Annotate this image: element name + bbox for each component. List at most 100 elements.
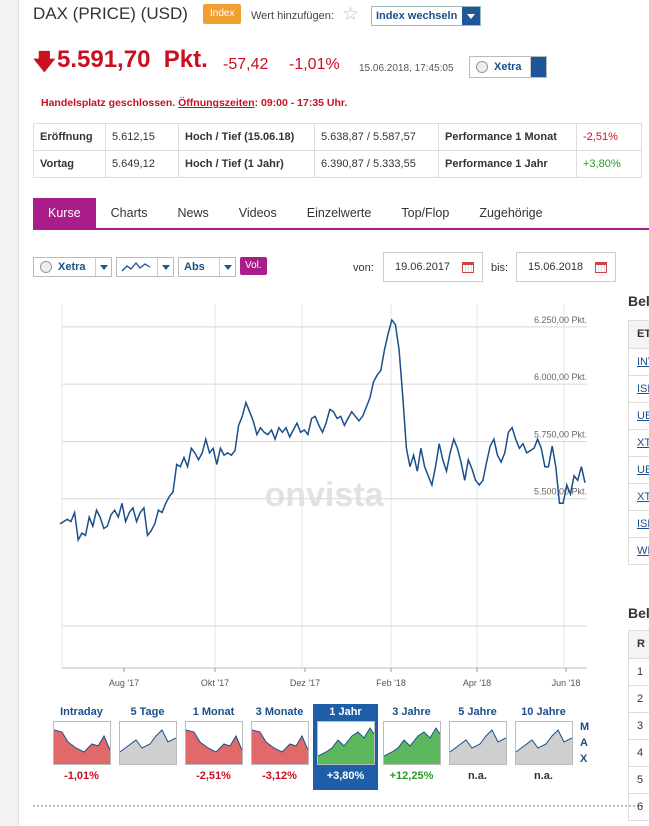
- range-thumbnail-area: [119, 730, 176, 764]
- star-icon[interactable]: ☆: [342, 4, 360, 25]
- range-thumbnail-line: [53, 729, 110, 753]
- range-button-4[interactable]: 1 Jahr +3,80%: [313, 704, 378, 790]
- range-button-7[interactable]: 10 Jahre n.a.: [511, 704, 576, 790]
- tab-kurse[interactable]: Kurse: [33, 198, 96, 228]
- sidebar-header-cell: ET: [629, 321, 649, 348]
- index-switch-select[interactable]: Index wechseln: [371, 6, 481, 26]
- range-thumbnail-area: [53, 730, 110, 764]
- sidebar-table: ETINVISHUBXTUBXTISHWI: [628, 320, 649, 565]
- chart-watermark: onvista: [264, 476, 384, 514]
- stat-value: +3,80%: [576, 150, 642, 178]
- price-chart[interactable]: onvista 6.250,00 Pkt. 6.000,00 Pkt. 5.750,0…: [42, 296, 602, 691]
- y-tick-label: 5.750,00 Pkt.: [534, 429, 587, 439]
- tab-zugehoerige[interactable]: Zugehörige: [479, 206, 543, 220]
- x-tick-label: Dez '17: [290, 678, 320, 688]
- exchange-select-label: Xetra: [494, 61, 522, 73]
- range-performance: -2,51%: [196, 770, 231, 782]
- range-selector: Intraday -1,01% 5 Tage 1 Monat -2,51% 3 Monat…: [49, 704, 577, 790]
- stat-value: 5.638,87 / 5.587,57: [314, 123, 439, 151]
- price-series-line: [59, 318, 586, 543]
- chart-type-select[interactable]: [116, 257, 174, 277]
- volume-toggle[interactable]: Vol.: [240, 257, 267, 275]
- calendar-icon[interactable]: [595, 261, 607, 273]
- chart-exchange-label: Xetra: [58, 261, 86, 273]
- tab-charts[interactable]: Charts: [110, 206, 148, 220]
- range-thumbnail: [184, 721, 243, 765]
- from-date-value: 19.06.2017: [395, 261, 451, 273]
- range-thumbnail-line: [119, 729, 176, 753]
- arrow-down-icon: 🡇: [33, 49, 56, 74]
- x-tick-label: Feb '18: [376, 678, 406, 688]
- range-button-5[interactable]: 3 Jahre +12,25%: [379, 704, 444, 790]
- x-tick-label: Jun '18: [552, 678, 581, 688]
- range-thumbnail: [448, 721, 507, 765]
- range-performance: n.a.: [468, 770, 487, 782]
- tab-einzelwerte[interactable]: Einzelwerte: [306, 206, 372, 220]
- range-thumbnail-area: [449, 730, 506, 764]
- chevron-down-icon: [530, 57, 546, 77]
- tab-bar: Kurse Charts News Videos Einzelwerte Top…: [33, 198, 649, 230]
- stat-value: -2,51%: [576, 123, 642, 151]
- range-label: 5 Tage: [130, 706, 165, 718]
- range-button-2[interactable]: 1 Monat -2,51%: [181, 704, 246, 790]
- stat-value: 6.390,87 / 5.333,55: [314, 150, 439, 178]
- from-label: von:: [353, 262, 374, 274]
- range-button-3[interactable]: 3 Monate -3,12%: [247, 704, 312, 790]
- opening-hours-link[interactable]: Öffnungszeiten: [178, 97, 255, 109]
- stat-label: Performance 1 Jahr: [438, 150, 577, 178]
- x-tick-label: Aug '17: [109, 678, 139, 688]
- tab-top-flop[interactable]: Top/Flop: [401, 206, 450, 220]
- sidebar-row[interactable]: UB: [629, 402, 649, 429]
- chevron-down-icon: [219, 258, 235, 276]
- from-date-field[interactable]: 19.06.2017: [383, 252, 483, 282]
- line-chart-icon: [121, 261, 151, 272]
- sidebar-row[interactable]: INV: [629, 348, 649, 375]
- sidebar-row[interactable]: ISH: [629, 510, 649, 537]
- divider: [33, 805, 643, 807]
- range-performance: +3,80%: [326, 770, 365, 782]
- range-label: Intraday: [60, 706, 103, 718]
- stat-label: Performance 1 Monat: [438, 123, 577, 151]
- calendar-icon[interactable]: [462, 261, 474, 273]
- add-watchlist-label: Wert hinzufügen:: [251, 10, 334, 22]
- to-date-value: 15.06.2018: [528, 261, 584, 273]
- sidebar-row[interactable]: XT: [629, 483, 649, 510]
- chevron-down-icon: [462, 7, 480, 25]
- to-label: bis:: [491, 262, 509, 274]
- index-badge: Index: [203, 4, 242, 24]
- sidebar-row[interactable]: ISH: [629, 375, 649, 402]
- x-tick-label: Okt '17: [201, 678, 229, 688]
- sidebar-row[interactable]: XT: [629, 429, 649, 456]
- tab-news[interactable]: News: [177, 206, 209, 220]
- to-date-field[interactable]: 15.06.2018: [516, 252, 616, 282]
- y-tick-label: 5.500,00 Pkt.: [534, 487, 587, 497]
- range-label: 1 Jahr: [329, 706, 362, 718]
- range-button-0[interactable]: Intraday -1,01%: [49, 704, 114, 790]
- sidebar-row[interactable]: UB: [629, 456, 649, 483]
- range-performance: n.a.: [534, 770, 553, 782]
- range-thumbnail: [250, 721, 309, 765]
- stat-label: Eröffnung: [33, 123, 106, 151]
- range-thumbnail: [382, 721, 441, 765]
- range-thumbnail: [514, 721, 573, 765]
- scale-select[interactable]: Abs: [178, 257, 236, 277]
- range-label: 3 Monate: [255, 706, 304, 718]
- chart-exchange-select[interactable]: Xetra: [33, 257, 112, 277]
- range-thumbnail-area: [383, 728, 440, 764]
- range-thumbnail-area: [317, 728, 374, 764]
- exchange-select[interactable]: Xetra: [469, 56, 547, 78]
- range-thumbnail-line: [383, 727, 440, 757]
- tab-videos[interactable]: Videos: [238, 206, 277, 220]
- range-performance: +12,25%: [389, 770, 434, 782]
- range-button-6[interactable]: 5 Jahre n.a.: [445, 704, 510, 790]
- x-tick-label: Apr '18: [463, 678, 491, 688]
- stats-table: Eröffnung 5.612,15 Hoch / Tief (15.06.18…: [33, 123, 642, 178]
- range-button-1[interactable]: 5 Tage: [115, 704, 180, 790]
- sidebar-row[interactable]: WI: [629, 537, 649, 564]
- stat-value: 5.649,12: [105, 150, 179, 178]
- change-absolute: -57,42: [223, 56, 269, 73]
- stat-label: Hoch / Tief (15.06.18): [178, 123, 315, 151]
- quote-timestamp: 15.06.2018, 17:45:05: [359, 63, 454, 74]
- sidebar-heading: Bel: [628, 293, 649, 309]
